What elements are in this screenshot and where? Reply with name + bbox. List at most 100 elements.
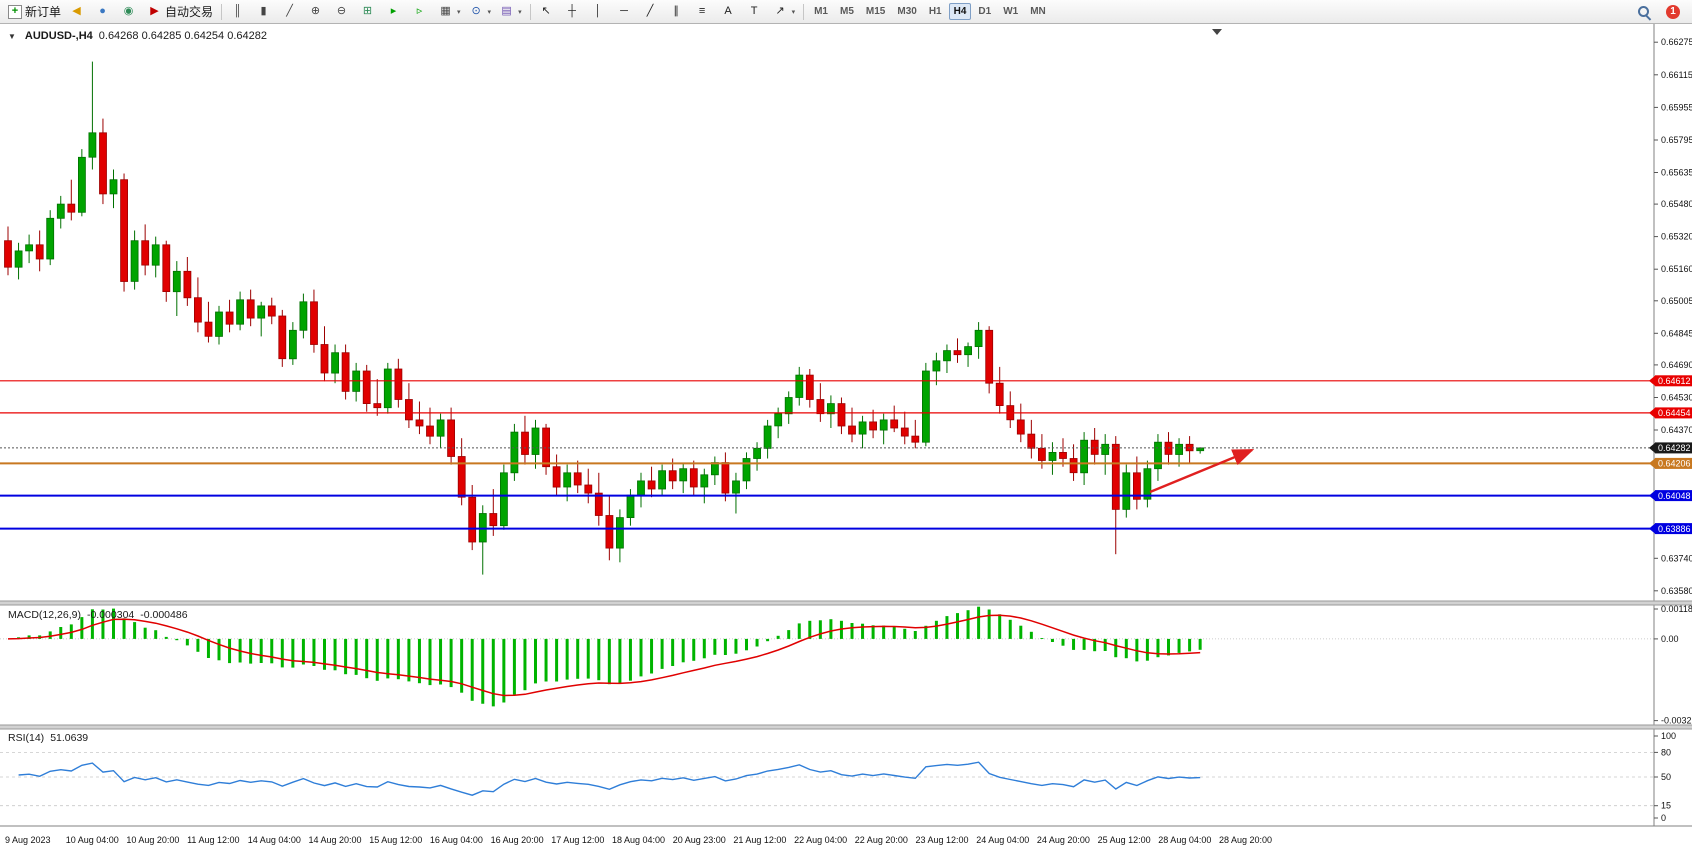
timeframe-MN-button[interactable]: MN: [1030, 6, 1046, 17]
svg-text:20 Aug 23:00: 20 Aug 23:00: [673, 835, 726, 845]
new-chart-button[interactable]: ▦ ▾: [434, 1, 465, 23]
timeframe-W1-button[interactable]: W1: [1003, 6, 1019, 17]
rsi-name: RSI(14): [8, 732, 45, 744]
tile-windows-button[interactable]: ⊞: [356, 1, 382, 23]
macd-main-value: -0.000304: [86, 609, 135, 621]
toolbar-separator: [221, 3, 223, 20]
trendline-button[interactable]: ╱: [639, 1, 665, 23]
auto-scroll-button[interactable]: ▸: [382, 1, 408, 23]
price-axis[interactable]: [1655, 24, 1692, 826]
svg-text:0.65635: 0.65635: [1661, 168, 1692, 178]
rsi-axis-labels: 100 80 50 15 0: [1654, 731, 1676, 823]
pane-splitter[interactable]: [0, 600, 1692, 606]
announcement-button[interactable]: ◀: [65, 1, 91, 23]
timeframe-H4-button[interactable]: H4: [948, 3, 972, 20]
timeframe-D1-button[interactable]: D1: [978, 6, 992, 17]
label-icon: T: [750, 5, 758, 17]
timeframe-M5-button[interactable]: M5: [840, 6, 854, 17]
horizontal-line-button[interactable]: ─: [613, 1, 639, 23]
search-button[interactable]: [1633, 1, 1659, 23]
level-price-box: 0.63886: [1649, 523, 1692, 535]
svg-text:22 Aug 20:00: 22 Aug 20:00: [855, 835, 908, 845]
search-icon: [1637, 5, 1651, 19]
arrow-objects-button[interactable]: ↗ ▾: [769, 1, 800, 23]
cursor-button[interactable]: ↖: [535, 1, 561, 23]
chart-shift-icon: ▹: [416, 5, 423, 17]
arrows-icon: ↗: [775, 5, 785, 17]
symbol-period-label: AUDUSD-,H4: [24, 30, 93, 42]
svg-text:17 Aug 12:00: 17 Aug 12:00: [551, 835, 604, 845]
community-button[interactable]: ◉: [117, 1, 143, 23]
trend-arrow-annotation[interactable]: [1149, 448, 1255, 494]
tile-windows-icon: ⊞: [362, 5, 373, 17]
svg-text:28 Aug 04:00: 28 Aug 04:00: [1158, 835, 1211, 845]
svg-text:0.65955: 0.65955: [1661, 102, 1692, 112]
timeframe-H1-button[interactable]: H1: [928, 6, 942, 17]
chart-title: ▼ AUDUSD-,H4 0.64268 0.64285 0.64254 0.6…: [8, 30, 267, 42]
zoom-in-icon: ⊕: [310, 5, 321, 17]
play-icon: ▶: [150, 5, 159, 17]
one-click-trading-toggle-icon[interactable]: ▼: [8, 31, 16, 41]
cursor-icon: ↖: [541, 5, 551, 17]
svg-text:-0.003225: -0.003225: [1661, 716, 1692, 726]
period-clock-button[interactable]: ⊙ ▾: [465, 1, 496, 23]
candlestick-chart-button[interactable]: ▮: [252, 1, 278, 23]
price-axis-labels: 0.66275 0.66115 0.65955 0.65795 0.65635 0.654…: [1654, 37, 1692, 596]
timeframe-M30-button[interactable]: M30: [897, 6, 917, 17]
chart-shift-button[interactable]: ▹: [408, 1, 434, 23]
globe-icon: ◉: [123, 5, 134, 17]
svg-text:15 Aug 12:00: 15 Aug 12:00: [369, 835, 422, 845]
time-axis[interactable]: [0, 827, 1692, 854]
timeframe-M1-button[interactable]: M1: [814, 6, 828, 17]
svg-text:0.65005: 0.65005: [1661, 296, 1692, 306]
svg-text:100: 100: [1661, 731, 1676, 741]
toolbar-separator: [803, 3, 805, 20]
profile-button[interactable]: ●: [91, 1, 117, 23]
bar-chart-button[interactable]: ║: [226, 1, 252, 23]
svg-text:0.63886: 0.63886: [1658, 524, 1691, 534]
svg-text:14 Aug 04:00: 14 Aug 04:00: [248, 835, 301, 845]
auto-scroll-icon: ▸: [390, 5, 397, 17]
crosshair-button[interactable]: ┼: [561, 1, 587, 23]
svg-text:18 Aug 04:00: 18 Aug 04:00: [612, 835, 665, 845]
line-chart-button[interactable]: ╱: [278, 1, 304, 23]
candlestick-icon: ▮: [260, 5, 267, 17]
zoom-in-button[interactable]: ⊕: [304, 1, 330, 23]
templates-button[interactable]: ▤ ▾: [495, 1, 526, 23]
svg-text:16 Aug 20:00: 16 Aug 20:00: [491, 835, 544, 845]
svg-text:0.64845: 0.64845: [1661, 328, 1692, 338]
svg-text:0.63580: 0.63580: [1661, 586, 1692, 596]
svg-text:0.64282: 0.64282: [1658, 443, 1691, 453]
horn-icon: ◀: [72, 5, 81, 17]
toolbar: + 新订单 ◀ ● ◉ ▶ 自动交易 ║ ▮ ╱ ⊕ ⊖ ⊞ ▸ ▹ ▦ ▾ ⊙ ▾ ▤ ▾ ↖ ┼ │ ─ ╱ ∥ ≡ A T ↗ ▾ M1 M…: [0, 0, 1692, 24]
dropdown-arrow-icon: ▾: [791, 8, 796, 16]
price-chart-canvas[interactable]: 0.66275 0.66115 0.65955 0.65795 0.65635 0.654…: [0, 24, 1692, 854]
person-icon: ●: [99, 5, 106, 17]
equidistant-channel-button[interactable]: ∥: [665, 1, 691, 23]
channel-icon: ∥: [673, 5, 679, 17]
dropdown-arrow-icon: ▾: [487, 8, 492, 16]
timeframe-M15-button[interactable]: M15: [865, 6, 886, 17]
svg-text:0.66275: 0.66275: [1661, 37, 1692, 47]
chart-window[interactable]: 0.66275 0.66115 0.65955 0.65795 0.65635 0.654…: [0, 24, 1692, 854]
svg-text:21 Aug 12:00: 21 Aug 12:00: [733, 835, 786, 845]
new-order-label: 新订单: [25, 5, 62, 19]
notification-badge[interactable]: 1: [1666, 4, 1680, 19]
dropdown-arrow-icon: ▾: [518, 8, 522, 16]
zoom-out-button[interactable]: ⊖: [330, 1, 356, 23]
candles-layer: [4, 61, 1205, 575]
text-button[interactable]: A: [717, 1, 743, 23]
svg-text:0: 0: [1661, 813, 1666, 823]
svg-text:0.65320: 0.65320: [1661, 232, 1692, 242]
fibonacci-retracement-button[interactable]: ≡: [691, 1, 717, 23]
horizontal-level-lines[interactable]: [0, 380, 1654, 530]
svg-text:0.65795: 0.65795: [1661, 135, 1692, 145]
level-price-box: 0.64048: [1649, 490, 1692, 502]
pane-splitter[interactable]: [0, 724, 1692, 730]
svg-text:22 Aug 04:00: 22 Aug 04:00: [794, 835, 847, 845]
vertical-line-button[interactable]: │: [587, 1, 613, 23]
new-order-button[interactable]: + 新订单: [4, 1, 65, 23]
auto-trading-label: 自动交易: [165, 5, 214, 19]
auto-trading-button[interactable]: ▶ 自动交易: [143, 1, 217, 23]
text-label-button[interactable]: T: [743, 1, 769, 23]
